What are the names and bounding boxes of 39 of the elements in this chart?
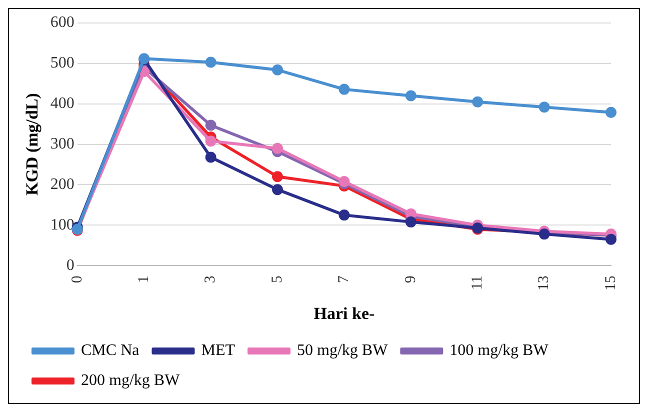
point [338,176,350,187]
point [272,184,283,196]
point [272,171,283,182]
x-axis-title: Hari ke- [314,304,375,324]
y-axis-title: KGD (mg/dL) [22,93,42,196]
x-tick-label: 7 [336,275,352,284]
point [272,64,283,76]
x-tick-label: 0 [69,276,86,284]
y-tick-label: 500 [50,54,74,72]
x-tick-label: 15 [602,276,619,291]
point [606,234,616,245]
y-tick-label: 200 [50,176,74,193]
y-tick-label: 600 [50,14,74,32]
x-tick-label: 1 [136,276,152,284]
point [405,208,416,220]
point [272,142,283,154]
point [606,106,616,118]
x-tick-label: 13 [536,276,552,291]
legend-label: 100 mg/kg BW [450,342,550,360]
x-tick-label: 11 [470,276,486,290]
point [405,90,416,102]
point [538,102,550,113]
legend-label: CMC Na [81,342,140,360]
x-tick-label: 3 [202,276,219,284]
x-tick-label: 9 [402,276,419,284]
x-tick-label: 5 [269,276,286,284]
legend-label: MET [201,342,236,360]
point [405,216,416,228]
point [205,56,216,68]
point [205,136,216,147]
point [338,210,350,221]
y-tick-label: 300 [50,136,74,153]
legend-label: 200 mg/kg BW [81,372,181,390]
point [472,96,484,108]
y-tick-label: 400 [50,95,74,112]
point [205,120,216,131]
legend-label: 50 mg/kg BW [297,342,389,360]
point [205,152,216,163]
point [338,84,350,95]
